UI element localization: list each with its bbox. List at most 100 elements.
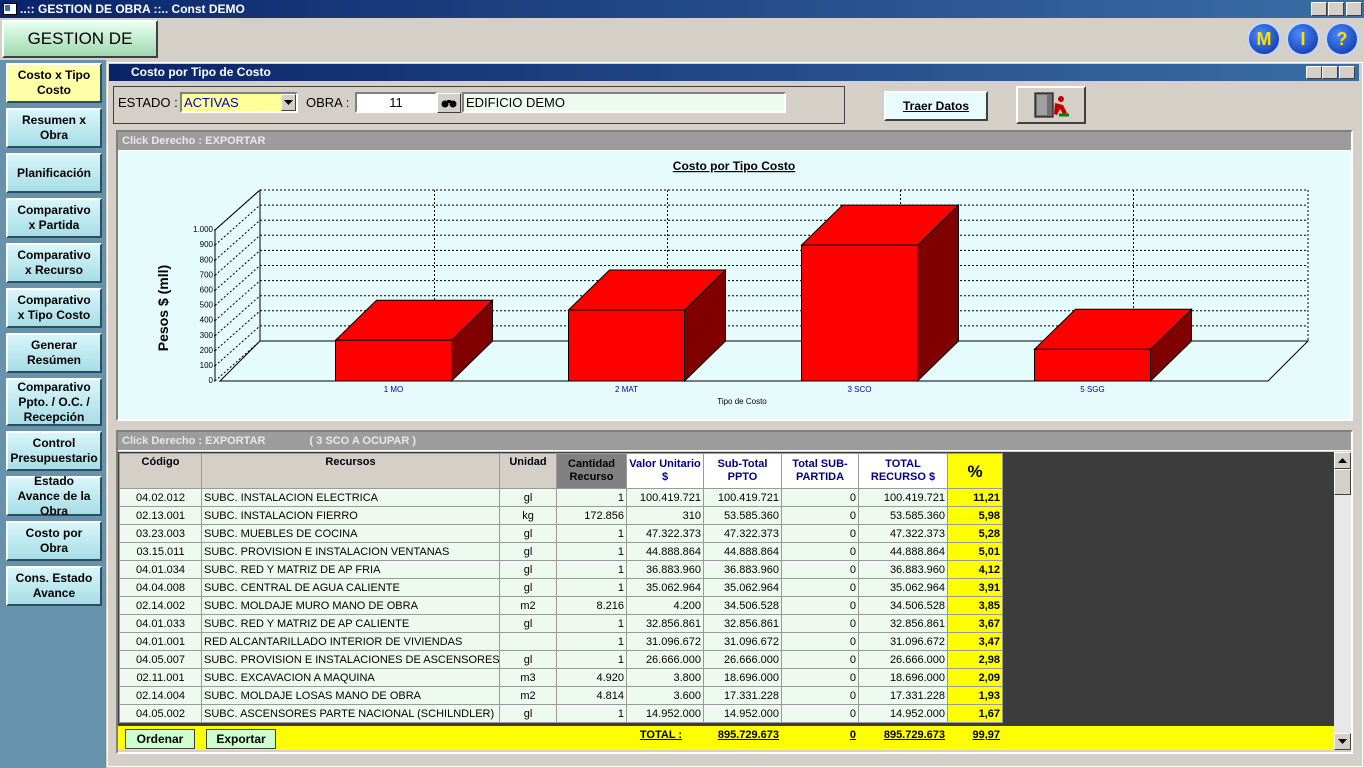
chart-title: Costo por Tipo Costo — [673, 159, 795, 173]
table-cell: 36.883.960 — [858, 560, 948, 579]
table-cell: 3.600 — [626, 686, 704, 705]
estado-select[interactable]: ACTIVAS — [180, 92, 298, 113]
app-button[interactable]: GESTION DE OBRA — [2, 20, 158, 82]
arrow-glyph — [284, 100, 293, 105]
table-row: 04.01.033 SUBC. RED Y MATRIZ DE AP CALIEN… — [119, 614, 1003, 633]
bar — [335, 339, 452, 382]
table-cell: 0 — [781, 542, 859, 561]
table-cell: 0 — [781, 596, 859, 615]
exit-button[interactable] — [1016, 86, 1086, 124]
child-close[interactable] — [1339, 66, 1355, 79]
y-tick-label: 900 — [200, 240, 214, 249]
table-cell: gl — [499, 578, 557, 597]
table-cell: 17.331.228 — [703, 686, 782, 705]
child-minimize[interactable] — [1306, 66, 1322, 79]
x-tick-label: 1 MO — [384, 385, 404, 394]
table-cell: 53.585.360 — [703, 506, 782, 525]
child-maximize[interactable] — [1322, 66, 1338, 79]
minimize-button[interactable] — [1311, 2, 1327, 16]
table-cell: 1,93 — [947, 686, 1003, 705]
table-cell: 310 — [626, 506, 704, 525]
table-cell: 35.062.964 — [626, 578, 704, 597]
table-cell: 04.05.002 — [119, 704, 202, 723]
sidebar-item[interactable]: Costo por Obra — [6, 521, 102, 561]
table-cell: 44.888.864 — [703, 542, 782, 561]
table-cell: 32.856.861 — [703, 614, 782, 633]
table-row: 02.14.004 SUBC. MOLDAJE LOSAS MANO DE OBR… — [119, 686, 1003, 705]
sidebar-item[interactable]: Costo x Tipo Costo — [6, 63, 102, 103]
column-header: TOTAL RECURSO $ — [858, 453, 948, 489]
table-cell: 100.419.721 — [858, 488, 948, 507]
table-cell: 04.05.007 — [119, 650, 202, 669]
sidebar-item[interactable]: Planificación — [6, 153, 102, 193]
table-cell: SUBC. PROVISION E INSTALACION VENTANAS — [201, 542, 500, 561]
table-cell: gl — [499, 524, 557, 543]
table-cell: 100.419.721 — [703, 488, 782, 507]
traer-datos-button[interactable]: Traer Datos — [884, 91, 988, 121]
table-cell: 1 — [556, 650, 627, 669]
sidebar-item[interactable]: Comparativo x Recurso — [6, 243, 102, 283]
estado-label: ESTADO : — [118, 95, 178, 110]
toolbar-icon[interactable]: I — [1286, 22, 1320, 56]
sidebar-item[interactable]: Cons. Estado Avance — [6, 566, 102, 606]
table-cell: 0 — [781, 524, 859, 543]
sidebar-item[interactable]: Comparativo x Partida — [6, 198, 102, 238]
table-cell: 02.14.002 — [119, 596, 202, 615]
column-header: Recursos — [201, 453, 500, 489]
toolbar-icon[interactable]: ? — [1325, 22, 1359, 56]
table-cell: 3,67 — [947, 614, 1003, 633]
table-cell: 0 — [781, 650, 859, 669]
scrollbar[interactable] — [1334, 452, 1351, 750]
table-cell: 2,09 — [947, 668, 1003, 687]
y-axis-label: Pesos $ (mll) — [155, 265, 171, 351]
table-cell: 02.13.001 — [119, 506, 202, 525]
table-cell: 1 — [556, 560, 627, 579]
table-cell: 02.14.004 — [119, 686, 202, 705]
sidebar-item[interactable]: Control Presupuestario — [6, 431, 102, 471]
toolbar-icon[interactable]: M — [1247, 22, 1281, 56]
table-cell: 36.883.960 — [703, 560, 782, 579]
table-cell: kg — [499, 506, 557, 525]
table-row: 02.13.001 SUBC. INSTALACION FIERRO kg 172.8… — [119, 506, 1003, 525]
table-cell: 1 — [556, 614, 627, 633]
footer-button[interactable]: Exportar — [206, 729, 276, 749]
table-cell: 31.096.672 — [858, 632, 948, 651]
obra-input[interactable]: 11 — [355, 92, 437, 113]
table-cell: gl — [499, 650, 557, 669]
table-cell: 03.15.011 — [119, 542, 202, 561]
scroll-thumb[interactable] — [1334, 469, 1351, 495]
filter-frame — [113, 86, 845, 124]
sidebar-item[interactable]: Estado Avance de la Obra — [6, 474, 102, 518]
obra-name: EDIFICIO DEMO — [462, 92, 786, 113]
table-cell: SUBC. INSTALACION FIERRO — [201, 506, 500, 525]
grid-line — [214, 265, 261, 306]
sidebar-item[interactable]: Comparativo Ppto. / O.C. / Recepción — [6, 378, 102, 426]
table-cell: 0 — [781, 560, 859, 579]
table-cell: gl — [499, 542, 557, 561]
table-cell: gl — [499, 560, 557, 579]
grid-line — [214, 250, 261, 291]
y-tick-label: 600 — [200, 286, 214, 295]
table-cell: 34.506.528 — [858, 596, 948, 615]
sidebar-item[interactable]: Comparativo x Tipo Costo — [6, 288, 102, 328]
footer-button[interactable]: Ordenar — [125, 729, 195, 749]
table-cell: 36.883.960 — [626, 560, 704, 579]
y-tick-label: 800 — [200, 255, 214, 264]
table-row: 04.02.012 SUBC. INSTALACION ELECTRICA gl 1 1… — [119, 488, 1003, 507]
column-header: Cantidad Recurso — [556, 453, 627, 489]
chart-panel — [116, 130, 1353, 421]
table-row: 03.23.003 SUBC. MUEBLES DE COCINA gl 1 47.32… — [119, 524, 1003, 543]
x-axis-label: Tipo de Costo — [717, 397, 767, 406]
table-cell: 34.506.528 — [703, 596, 782, 615]
sidebar-item[interactable]: Generar Resúmen — [6, 333, 102, 373]
table-cell: 26.666.000 — [626, 650, 704, 669]
x-tick-label: 3 SCO — [847, 385, 871, 394]
table-cell: SUBC. RED Y MATRIZ DE AP FRIA — [201, 560, 500, 579]
table-cell: 4.814 — [556, 686, 627, 705]
y-tick-label: 500 — [200, 301, 214, 310]
close-button[interactable] — [1346, 2, 1362, 16]
maximize-button[interactable] — [1328, 2, 1344, 16]
sidebar-item[interactable]: Resumen x Obra — [6, 108, 102, 148]
table-cell: 3.800 — [626, 668, 704, 687]
